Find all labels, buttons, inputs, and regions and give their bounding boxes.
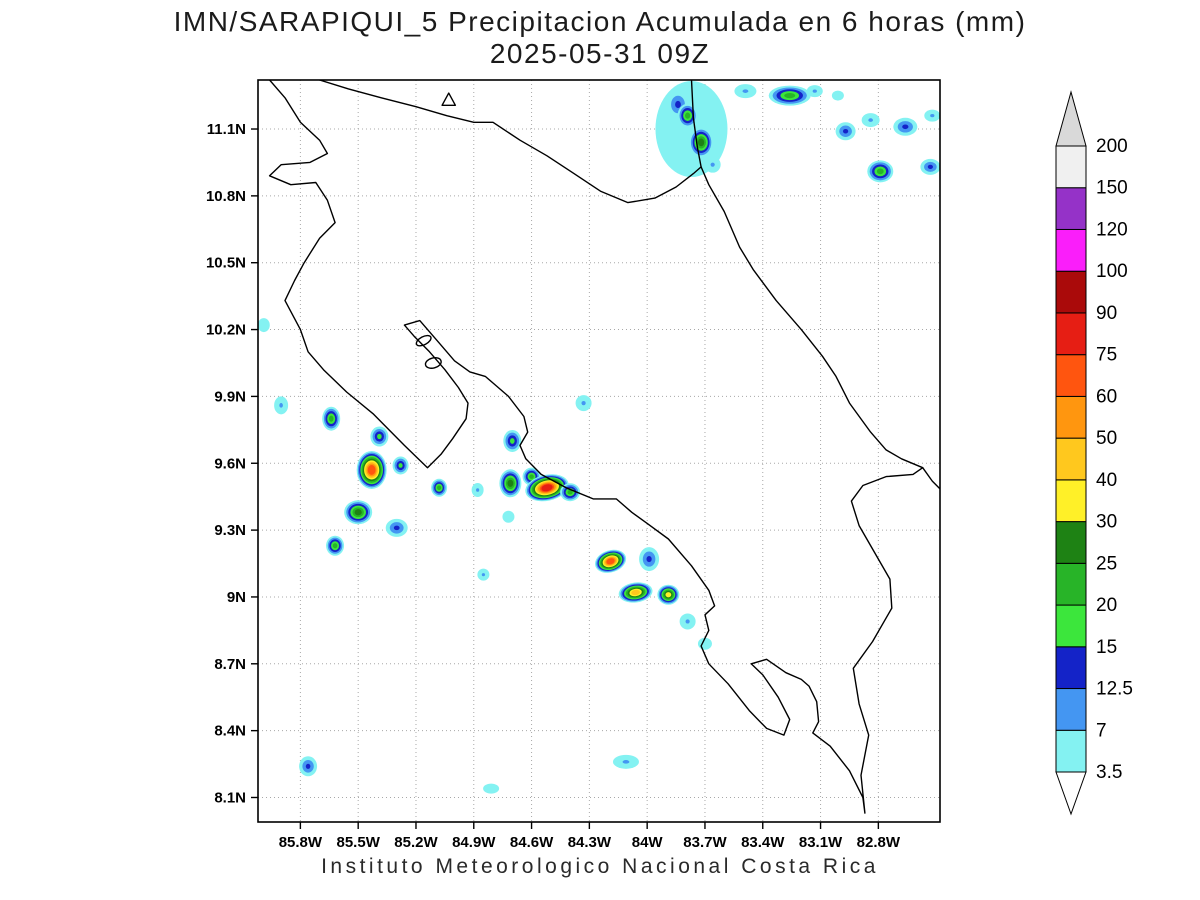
colorbar-label: 30 (1096, 512, 1117, 533)
colorbar-label: 120 (1096, 220, 1128, 241)
chart-subtitle: 2025-05-31 09Z (489, 38, 711, 69)
colorbar-label: 90 (1096, 303, 1117, 324)
lat-tick-label: 8.4N (214, 723, 246, 740)
colorbar-below-min-arrow (1055, 771, 1087, 816)
island-outline (424, 357, 442, 369)
island-outline (441, 92, 457, 107)
map-gridlines (258, 80, 940, 822)
lat-tick-label: 11.1N (207, 121, 246, 138)
colorbar-label: 15 (1096, 637, 1117, 658)
lon-tick-label: 82.8W (857, 834, 901, 851)
colorbar-segment (1055, 145, 1087, 189)
colorbar-label: 75 (1096, 345, 1117, 366)
colorbar-label: 20 (1096, 595, 1117, 616)
colorbar-label: 40 (1096, 470, 1117, 491)
lat-tick-label: 8.1N (214, 789, 246, 806)
colorbar-segment (1055, 562, 1087, 606)
colorbar-segment (1055, 646, 1087, 690)
colorbar-segment (1055, 228, 1087, 272)
lon-tick-label: 84W (632, 834, 664, 851)
lat-tick-label: 9.9N (214, 388, 246, 405)
colorbar-label: 100 (1096, 261, 1128, 282)
colorbar-above-max-arrow (1055, 90, 1087, 147)
colorbar-label: 150 (1096, 178, 1128, 199)
colorbar-label: 25 (1096, 553, 1117, 574)
lon-tick-label: 83.7W (683, 834, 727, 851)
lon-tick-label: 84.6W (510, 834, 554, 851)
colorbar-label: 3.5 (1096, 762, 1122, 783)
colorbar-segment (1055, 354, 1087, 397)
coastline (268, 80, 940, 814)
colorbar: 200 150 120 100 90 75 60 50 40 30 25 20 15 12.5 7 3.5 (1055, 90, 1133, 816)
map-frame (257, 79, 941, 823)
axis-labels: 85.8W 85.5W 85.2W 84.9W 84.6W 84.3W 84W 83.7W 83… (206, 121, 901, 851)
lat-tick-label: 10.5N (206, 255, 246, 272)
lon-tick-label: 85.8W (279, 834, 323, 851)
chart-title: IMN/SARAPIQUI_5 Precipitacion Acumulada … (173, 6, 1027, 37)
colorbar-label: 200 (1096, 136, 1128, 157)
footer-attribution: Instituto Meteorologico Nacional Costa R… (321, 855, 879, 878)
lon-tick-label: 83.1W (799, 834, 843, 851)
colorbar-label: 7 (1096, 720, 1107, 741)
lon-tick-label: 84.9W (452, 834, 496, 851)
colorbar-label: 50 (1096, 428, 1117, 449)
colorbar-segment (1055, 437, 1087, 481)
colorbar-segment (1055, 312, 1087, 356)
colorbar-segment (1055, 270, 1087, 314)
colorbar-segment (1055, 729, 1087, 773)
lon-tick-label: 83.4W (741, 834, 785, 851)
lat-tick-label: 9N (227, 589, 246, 606)
lon-tick-label: 85.5W (337, 834, 381, 851)
colorbar-segment (1055, 395, 1087, 439)
colorbar-labels: 200 150 120 100 90 75 60 50 40 30 25 20 15 12.5 7 3.5 (1096, 136, 1133, 783)
lon-tick-label: 85.2W (394, 834, 438, 851)
colorbar-segment (1055, 187, 1087, 230)
lat-tick-label: 9.3N (214, 522, 246, 539)
axis-ticks (251, 128, 880, 829)
colorbar-label: 12.5 (1096, 679, 1133, 700)
lon-tick-label: 84.3W (568, 834, 612, 851)
colorbar-segment (1055, 604, 1087, 648)
colorbar-segment (1055, 521, 1087, 564)
colorbar-segment (1055, 688, 1087, 731)
colorbar-label: 60 (1096, 386, 1117, 407)
precipitation-blobs (258, 81, 940, 794)
island-outline (415, 334, 432, 347)
colorbar-segment (1055, 479, 1087, 523)
lat-tick-label: 10.2N (206, 322, 246, 339)
lat-tick-label: 8.7N (214, 656, 246, 673)
lat-tick-label: 9.6N (214, 455, 246, 472)
lat-tick-label: 10.8N (206, 188, 246, 205)
